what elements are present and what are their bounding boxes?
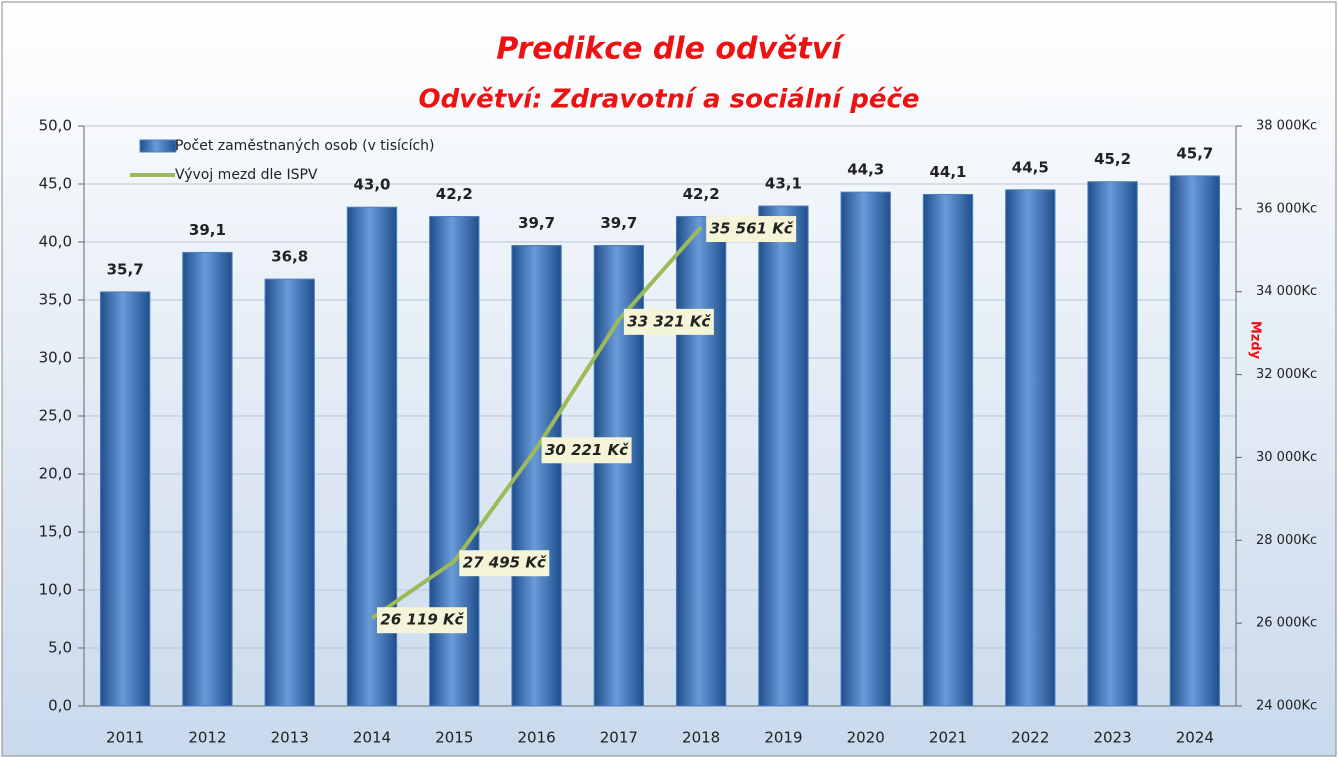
- line-label-box: [541, 437, 632, 464]
- y2-tick-label: 34 000Kc: [1256, 284, 1317, 299]
- x-tick-label: 2013: [271, 729, 309, 747]
- x-tick-label: 2016: [517, 729, 555, 747]
- bar-value-label: 45,2: [1094, 150, 1131, 168]
- bar: [511, 244, 562, 707]
- line-label-box: [377, 607, 467, 634]
- x-tick-label: 2020: [847, 729, 885, 747]
- y-tick-label: 10,0: [39, 581, 72, 599]
- bar: [182, 251, 233, 707]
- line-value-label: 26 119 Kč: [380, 611, 464, 629]
- line-value-label: 30 221 Kč: [545, 441, 629, 459]
- y2-tick-label: 26 000Kc: [1256, 616, 1317, 631]
- bar: [1169, 175, 1221, 707]
- y-tick-label: 45,0: [39, 175, 72, 193]
- bar-value-label: 43,1: [765, 175, 802, 193]
- bar: [922, 193, 974, 707]
- bar: [1005, 189, 1056, 707]
- y2-tick-label: 32 000Kc: [1256, 367, 1317, 382]
- x-tick-label: 2023: [1093, 729, 1131, 747]
- x-tick-label: 2024: [1176, 729, 1214, 747]
- line: [370, 225, 703, 620]
- x-tick-label: 2022: [1011, 729, 1049, 747]
- x-tick-label: 2012: [188, 729, 226, 747]
- bar-value-label: 42,2: [683, 185, 720, 203]
- bar-value-label: 44,5: [1012, 158, 1049, 176]
- y-tick-label: 15,0: [39, 523, 72, 541]
- bar-value-label: 44,3: [847, 161, 884, 179]
- y2-tick-label: 38 000Kc: [1256, 119, 1317, 134]
- bar-value-label: 42,2: [436, 185, 473, 203]
- line-label-box: [623, 308, 714, 335]
- line-value-label: 33 321 Kč: [627, 312, 711, 330]
- x-tick-label: 2021: [929, 729, 967, 747]
- x-tick-label: 2014: [353, 729, 391, 747]
- y2-tick-label: 36 000Kc: [1256, 201, 1317, 216]
- bar: [264, 278, 315, 707]
- bar-value-label: 39,1: [189, 221, 226, 239]
- y-tick-label: 35,0: [39, 291, 72, 309]
- bar: [758, 205, 809, 707]
- chart-title: Predikce dle odvětví: [496, 32, 846, 67]
- y-tick-label: 5,0: [48, 639, 72, 657]
- bar: [840, 191, 891, 707]
- line-value-label: 27 495 Kč: [463, 554, 547, 572]
- chart-subtitle: Odvětví: Zdravotní a sociální péče: [418, 85, 919, 115]
- line-value-label: 35 561 Kč: [710, 220, 794, 238]
- bar-value-label: 45,7: [1176, 144, 1213, 162]
- legend-label: Počet zaměstnaných osob (v tisících): [175, 138, 435, 154]
- bar-value-label: 39,7: [600, 214, 637, 232]
- x-tick-label: 2017: [600, 729, 638, 747]
- bar-value-label: 43,0: [353, 176, 390, 194]
- x-tick-label: 2018: [682, 729, 720, 747]
- y2-axis-label: Mzdy: [1248, 321, 1263, 360]
- legend-swatch: [139, 139, 177, 153]
- bar-value-label: 44,1: [929, 163, 966, 181]
- y-tick-label: 30,0: [39, 349, 72, 367]
- bar: [675, 215, 727, 707]
- y-tick-label: 0,0: [48, 697, 72, 715]
- y2-tick-label: 30 000Kc: [1256, 450, 1317, 465]
- y-tick-label: 25,0: [39, 407, 72, 425]
- y2-tick-label: 28 000Kc: [1256, 533, 1317, 548]
- y2-tick-label: 24 000Kc: [1256, 699, 1317, 714]
- line-label-box: [459, 550, 550, 577]
- bar: [1087, 181, 1138, 707]
- bar-value-label: 39,7: [518, 214, 555, 232]
- x-tick-label: 2015: [435, 729, 473, 747]
- line-label-box: [706, 216, 797, 243]
- legend-label: Vývoj mezd dle ISPV: [175, 167, 318, 183]
- bar-value-label: 35,7: [107, 260, 144, 278]
- x-tick-label: 2011: [106, 729, 144, 747]
- bar: [99, 291, 151, 707]
- y-tick-label: 20,0: [39, 465, 72, 483]
- x-tick-label: 2019: [764, 729, 802, 747]
- y-tick-label: 40,0: [39, 233, 72, 251]
- y-tick-label: 50,0: [39, 117, 72, 135]
- bar-value-label: 36,8: [271, 248, 308, 266]
